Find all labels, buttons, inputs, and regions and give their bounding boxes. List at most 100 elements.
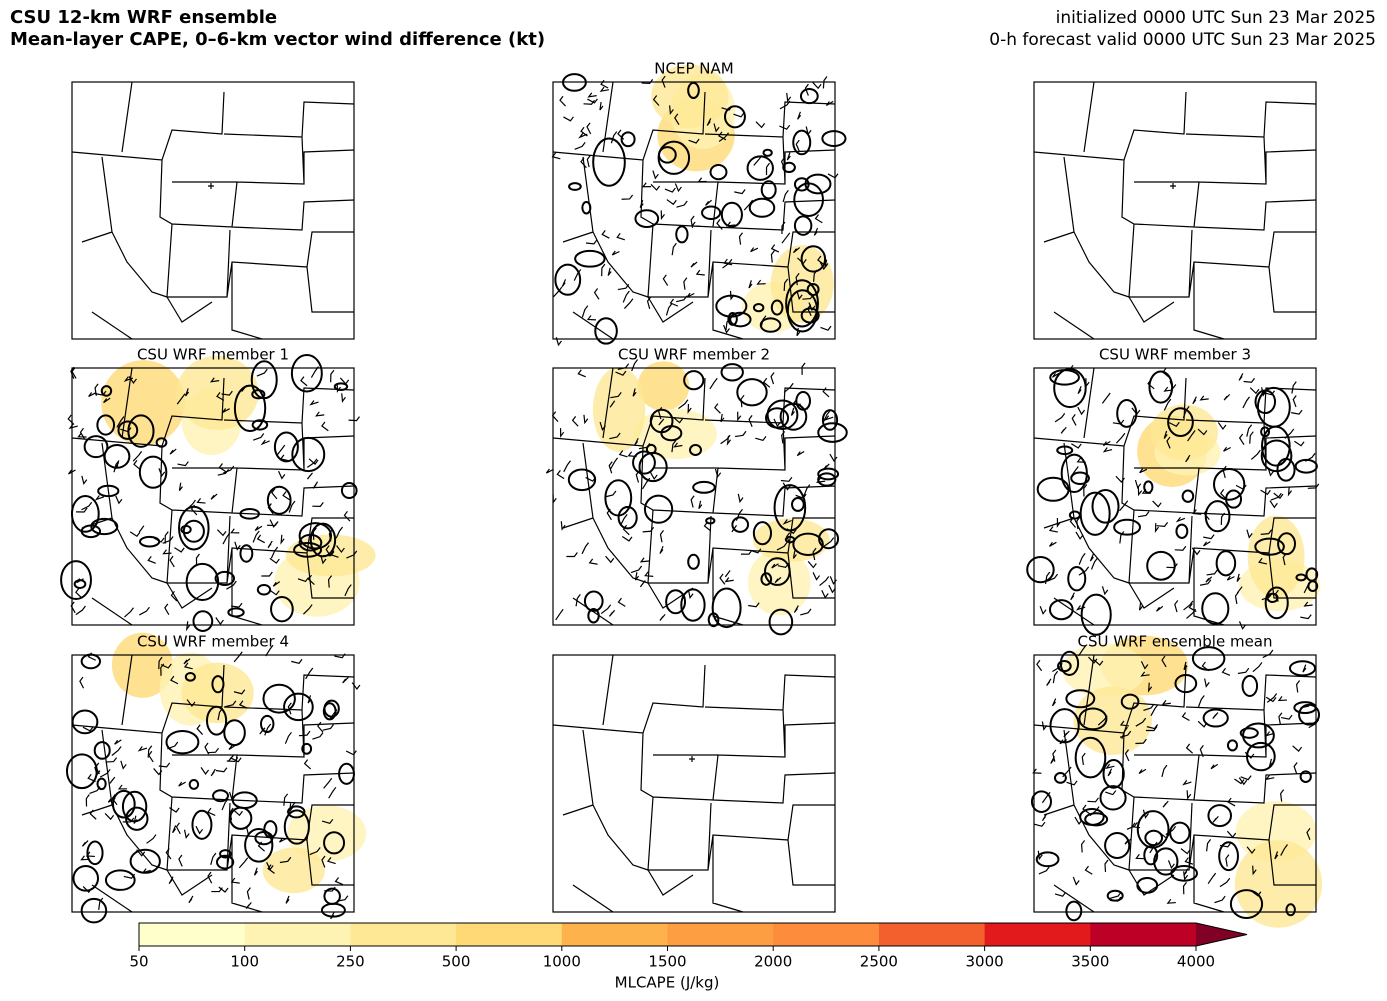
colorbar-label: MLCAPE (J/kg) [615, 974, 720, 992]
wind-barb [312, 481, 319, 489]
wind-barb [720, 413, 725, 423]
wind-barb [309, 400, 319, 406]
shear-contour [689, 444, 703, 456]
wind-barb [1162, 800, 1169, 808]
wind-barb [1252, 662, 1263, 673]
wind-barb [175, 822, 181, 835]
wind-barb [68, 469, 76, 475]
wind-barb [617, 129, 625, 140]
wind-barb [1197, 428, 1208, 436]
wind-barb [253, 867, 258, 876]
wind-barb [587, 92, 597, 98]
shear-contour [1091, 488, 1120, 524]
wind-barb [666, 199, 677, 206]
wind-barb [1101, 586, 1109, 596]
wind-barb [642, 477, 651, 490]
wind-barb [1192, 396, 1197, 405]
wind-barb [1251, 890, 1262, 897]
colorbar-segment [139, 923, 246, 946]
wind-barb [716, 219, 723, 230]
wind-barb [750, 247, 759, 253]
wind-barb [82, 886, 93, 894]
wind-barb [1139, 468, 1148, 474]
wind-barb [820, 325, 832, 331]
shear-contour [1084, 812, 1109, 827]
wind-barb [1287, 486, 1293, 497]
wind-barb [563, 460, 571, 473]
wind-barb [309, 847, 321, 856]
colorbar-tick-label: 3500 [1071, 953, 1109, 971]
wind-barb [756, 279, 766, 285]
shear-contour [323, 831, 346, 855]
wind-barb [215, 767, 228, 773]
wind-barb [1175, 516, 1186, 523]
wind-barb [1163, 430, 1168, 439]
wind-barb [559, 428, 565, 438]
shear-contour [583, 590, 604, 612]
wind-barb [89, 809, 97, 820]
wind-barb [587, 98, 598, 104]
wind-barb [297, 577, 310, 583]
wind-barb [285, 895, 290, 904]
wind-barb [1182, 780, 1192, 786]
shear-contour [1079, 491, 1111, 536]
shear-contour [1295, 573, 1307, 582]
shear-contour [1215, 550, 1237, 577]
wind-barb [1075, 605, 1086, 611]
wind-barb [1163, 398, 1172, 411]
wind-barb [782, 189, 789, 203]
wind-barb [1274, 589, 1279, 602]
wind-barb [1235, 484, 1247, 490]
wind-barb [1109, 896, 1122, 902]
wind-barb [185, 388, 190, 397]
wind-barb [1150, 704, 1159, 716]
wind-barb [270, 546, 279, 559]
shear-contour [1294, 458, 1318, 474]
wind-barb [323, 777, 333, 789]
wind-barb [216, 392, 225, 401]
wind-barb [261, 571, 273, 577]
wind-barb [133, 459, 141, 470]
wind-barb [729, 290, 735, 301]
shear-contour [692, 480, 716, 494]
wind-barb [1303, 601, 1313, 607]
wind-barb [611, 250, 620, 256]
wind-barb [804, 83, 809, 96]
wind-barb [89, 786, 101, 795]
colorbar-segment [456, 923, 563, 946]
colorbar-segment [878, 923, 986, 946]
wind-barb [819, 576, 830, 587]
shear-contour [675, 225, 689, 244]
wind-barb [1214, 895, 1226, 904]
shear-contour [720, 363, 744, 382]
wind-barb [254, 525, 263, 531]
shear-contour [1035, 851, 1060, 868]
colorbar-tick-label: 1500 [648, 953, 686, 971]
colorbar-tick-label: 4000 [1177, 953, 1215, 971]
wind-barb [1258, 557, 1268, 565]
shear-contour [793, 215, 813, 236]
state-borders [1033, 654, 1317, 913]
wind-barb [808, 302, 816, 312]
wind-barb [630, 565, 643, 574]
wind-barb [265, 644, 274, 657]
wind-barb [812, 547, 817, 561]
shear-contour [770, 299, 784, 316]
wind-barb [1059, 739, 1068, 745]
wind-barb [814, 214, 823, 224]
wind-barb [664, 187, 676, 193]
wind-barb [1188, 603, 1197, 613]
wind-barb [776, 542, 788, 551]
state-borders [71, 654, 355, 913]
wind-barb [583, 99, 595, 105]
wind-barb [1142, 809, 1149, 819]
wind-barb [806, 402, 811, 410]
wind-barb [75, 605, 86, 616]
wind-barb [1161, 764, 1168, 778]
wind-barb [1281, 714, 1293, 720]
wind-barb [1102, 447, 1113, 453]
map-frame [1033, 367, 1317, 626]
shear-contour [65, 753, 98, 790]
shear-contour [323, 887, 341, 905]
wind-barb [1088, 656, 1098, 664]
